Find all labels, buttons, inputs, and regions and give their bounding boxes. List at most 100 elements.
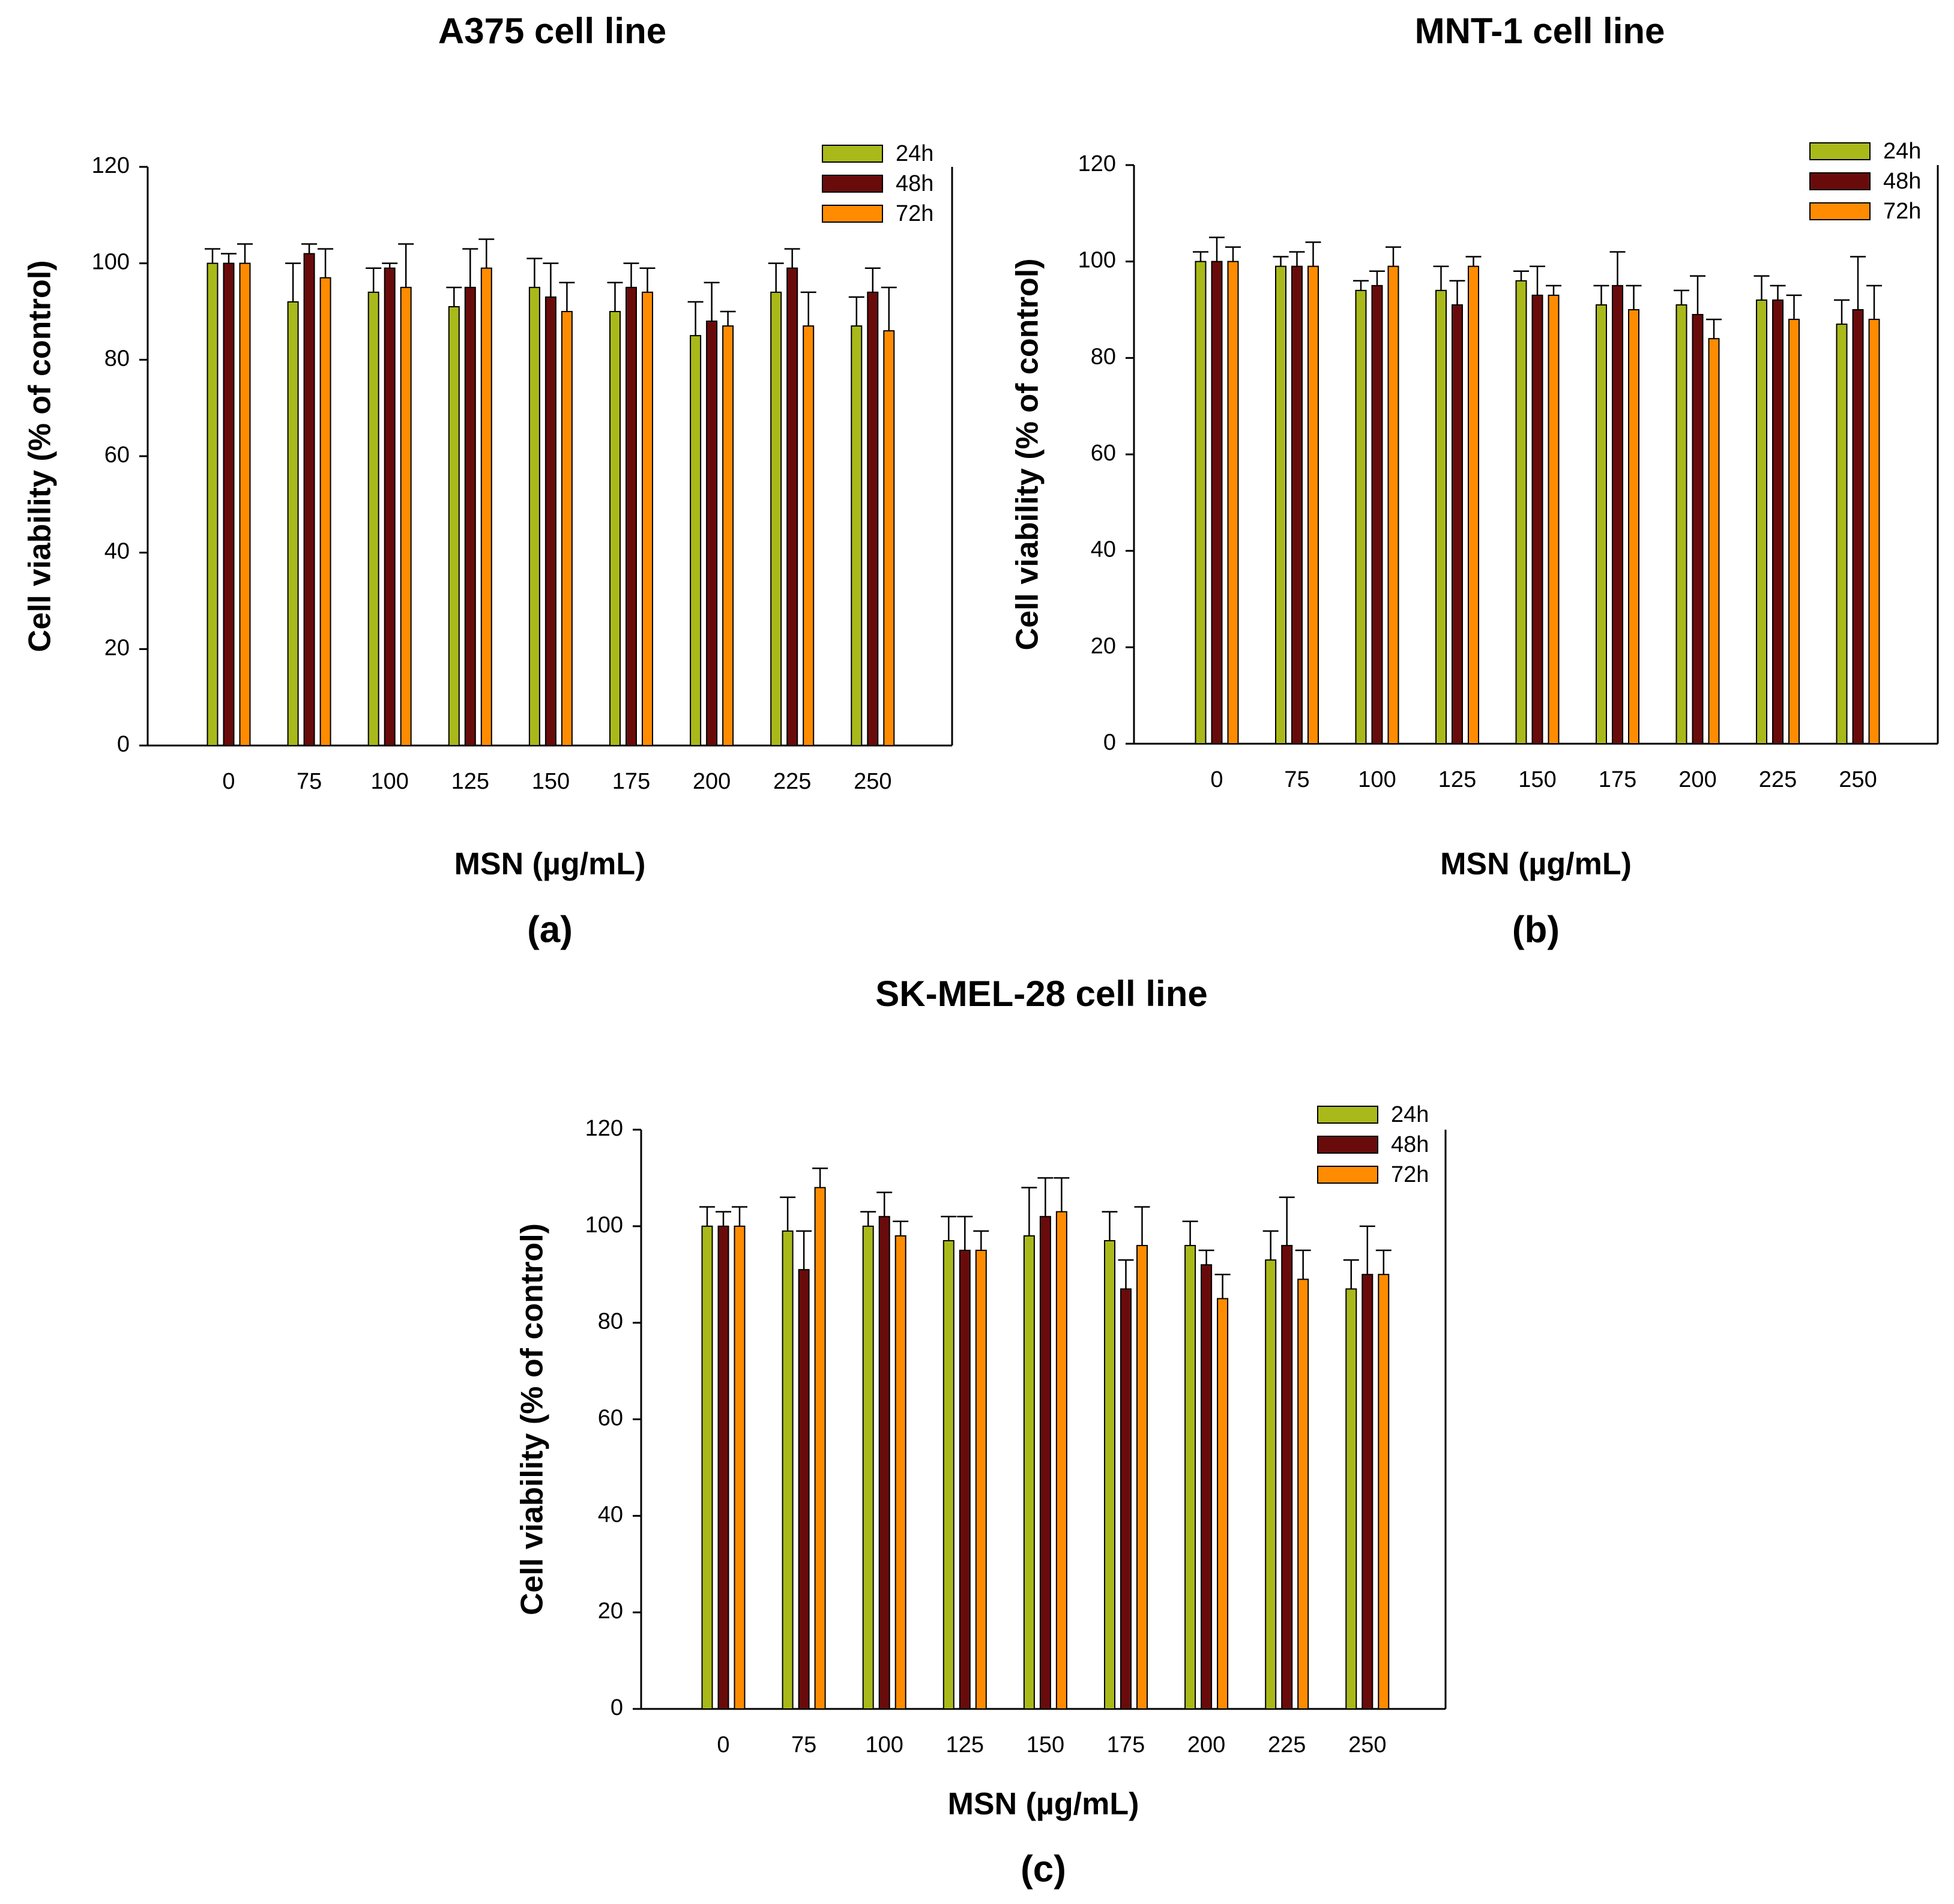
bar-72h-100	[894, 1235, 906, 1710]
bar-48h-150	[544, 296, 556, 746]
x-tick-label: 250	[1839, 767, 1877, 792]
x-tick-label: 200	[1187, 1732, 1225, 1758]
bar-72h-100	[1387, 265, 1399, 744]
y-tick-label: 20	[598, 1598, 623, 1624]
bar-72h-225	[1297, 1279, 1309, 1710]
bar-72h-225	[1788, 319, 1800, 744]
x-tick-label: 225	[1268, 1732, 1306, 1758]
x-tick-label: 125	[451, 769, 489, 794]
bar-24h-150	[1515, 280, 1527, 744]
bar-48h-250	[867, 291, 879, 747]
bar-72h-250	[883, 330, 895, 746]
x-axis-label: MSN (µg/mL)	[454, 847, 646, 882]
bar-24h-250	[851, 325, 863, 746]
x-tick-label: 125	[946, 1732, 984, 1758]
legend-swatch-72h	[822, 205, 883, 223]
x-tick-label: 200	[693, 769, 731, 794]
y-tick-label: 100	[92, 250, 130, 275]
bar-24h-150	[528, 286, 540, 747]
bar-48h-200	[706, 321, 718, 746]
panel-label: (b)	[1512, 909, 1560, 950]
y-tick-label: 60	[104, 442, 130, 468]
bar-24h-225	[1756, 299, 1767, 744]
y-tick-label: 0	[117, 732, 130, 757]
y-tick-label: 120	[92, 153, 130, 178]
bar-72h-150	[561, 311, 573, 746]
legend-label-48h: 48h	[896, 171, 933, 196]
y-tick-label: 60	[1091, 441, 1116, 466]
bar-48h-175	[626, 286, 637, 747]
legend-label-72h: 72h	[896, 201, 933, 226]
bar-24h-150	[1023, 1235, 1035, 1710]
chart-title: SK-MEL-28 cell line	[875, 974, 1207, 1014]
bar-24h-100	[862, 1225, 874, 1710]
bar-24h-100	[1355, 289, 1367, 745]
bar-48h-125	[1452, 304, 1463, 744]
x-tick-label: 125	[1438, 767, 1476, 792]
bar-72h-175	[1136, 1245, 1148, 1710]
legend-swatch-72h	[1809, 202, 1871, 220]
x-tick-label: 0	[222, 769, 235, 794]
x-axis-label: MSN (µg/mL)	[1440, 847, 1632, 882]
x-tick-label: 175	[1599, 767, 1636, 792]
bar-72h-175	[1628, 309, 1639, 744]
bar-24h-250	[1836, 324, 1848, 744]
x-tick-label: 0	[717, 1732, 729, 1758]
bar-72h-125	[480, 267, 492, 746]
bar-72h-150	[1055, 1211, 1067, 1710]
bar-24h-175	[1104, 1240, 1115, 1710]
x-tick-label: 75	[1284, 767, 1309, 792]
x-tick-label: 100	[370, 769, 408, 794]
bar-24h-125	[942, 1240, 954, 1710]
bar-72h-250	[1378, 1274, 1390, 1710]
bar-48h-150	[1531, 294, 1543, 744]
x-tick-label: 150	[1027, 1732, 1064, 1758]
y-tick-label: 40	[1091, 537, 1116, 562]
y-axis-label: Cell viability (% of control)	[515, 1223, 550, 1615]
bar-48h-125	[959, 1250, 971, 1710]
chart-panel-3: SK-MEL-28 cell line 0 20 40 60 80 100 120 Cell v…	[515, 974, 1447, 1890]
y-tick-label: 0	[1103, 730, 1116, 755]
bar-72h-0	[1227, 261, 1239, 744]
x-tick-label: 75	[791, 1732, 816, 1758]
bar-48h-175	[1612, 285, 1623, 745]
bar-48h-225	[786, 267, 798, 746]
y-tick-label: 20	[104, 635, 130, 660]
bar-48h-150	[1039, 1216, 1051, 1710]
bar-72h-0	[734, 1225, 746, 1710]
bar-24h-125	[1435, 289, 1447, 745]
y-tick-label: 100	[1078, 248, 1116, 273]
bar-48h-250	[1852, 309, 1864, 744]
x-tick-label: 150	[1518, 767, 1556, 792]
legend-label-24h: 24h	[1391, 1102, 1429, 1127]
y-tick-label: 60	[598, 1406, 623, 1431]
bar-48h-225	[1772, 299, 1784, 744]
y-tick-label: 40	[104, 539, 130, 564]
x-tick-label: 225	[773, 769, 811, 794]
bar-48h-200	[1201, 1264, 1213, 1710]
bar-24h-200	[690, 335, 702, 746]
bar-72h-250	[1868, 319, 1880, 744]
legend: 24h 48h 72h	[1317, 1102, 1429, 1187]
y-tick-label: 120	[1078, 151, 1116, 176]
legend-swatch-24h	[822, 145, 883, 163]
bar-72h-150	[1548, 294, 1560, 744]
x-tick-label: 225	[1759, 767, 1797, 792]
y-tick-label: 20	[1091, 633, 1116, 658]
bar-24h-125	[448, 306, 460, 746]
bar-48h-175	[1120, 1288, 1132, 1710]
bar-24h-225	[1265, 1259, 1277, 1710]
x-tick-label: 100	[865, 1732, 903, 1758]
bar-48h-200	[1692, 314, 1704, 744]
panel-label: (c)	[1021, 1848, 1066, 1890]
bar-24h-200	[1675, 304, 1687, 744]
bar-72h-100	[400, 286, 412, 747]
bar-48h-75	[798, 1269, 810, 1710]
legend-swatch-48h	[1809, 172, 1871, 190]
x-tick-label: 75	[297, 769, 322, 794]
bar-24h-175	[609, 311, 621, 746]
bar-72h-200	[1217, 1298, 1229, 1710]
legend-swatch-72h	[1317, 1166, 1378, 1184]
y-tick-label: 40	[598, 1502, 623, 1527]
